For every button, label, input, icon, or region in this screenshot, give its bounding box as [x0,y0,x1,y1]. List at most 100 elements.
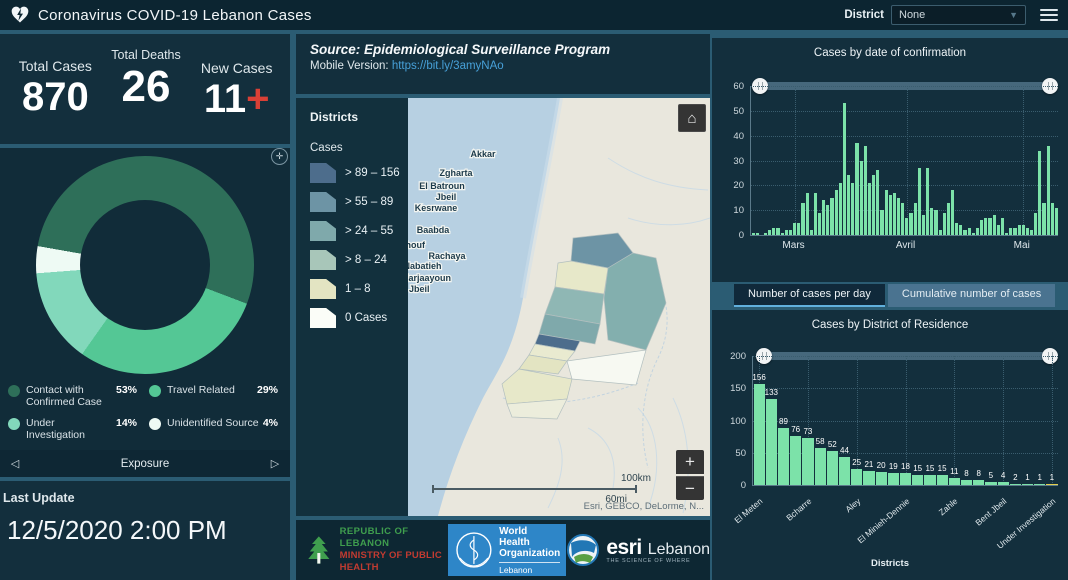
bar[interactable] [818,212,822,235]
bar[interactable] [951,190,955,235]
bar[interactable] [912,475,924,485]
bar[interactable] [830,197,834,235]
bar[interactable] [772,227,776,235]
menu-icon[interactable] [1040,9,1058,21]
bar[interactable] [899,473,912,485]
tab-cases-per-day[interactable]: Number of cases per day [734,284,885,307]
mobile-version-link[interactable]: https://bit.ly/3amyNAo [391,60,504,72]
bar[interactable] [901,202,905,235]
bar[interactable] [975,227,980,235]
bar[interactable] [1005,232,1009,235]
bar[interactable] [1042,202,1046,235]
bar[interactable] [776,227,780,235]
bar[interactable] [1017,225,1021,235]
bar[interactable] [788,230,793,235]
bar[interactable] [793,222,797,235]
bar[interactable] [1034,212,1038,235]
chevron-left-icon[interactable]: ◁ [10,458,20,470]
bar[interactable] [1021,484,1034,485]
bar[interactable] [888,195,892,235]
bar[interactable] [851,182,855,235]
bar[interactable] [880,210,884,235]
bar[interactable] [851,468,863,485]
bar[interactable] [913,202,917,235]
bar[interactable] [1029,230,1034,235]
legend-item[interactable]: Unidentified Source 4% [147,417,284,441]
bar[interactable] [909,212,913,235]
bar[interactable] [1054,207,1059,235]
bar[interactable] [980,220,984,235]
bar[interactable] [863,145,867,235]
bar[interactable] [926,167,930,235]
bar[interactable] [1000,217,1005,235]
bar[interactable] [948,477,960,485]
bar[interactable] [942,212,946,235]
bar[interactable] [971,232,975,235]
bar[interactable] [838,182,842,235]
bar[interactable] [763,232,768,235]
bar[interactable] [896,197,901,235]
bar[interactable] [938,230,942,235]
bar[interactable] [755,232,759,235]
bar[interactable] [946,202,950,235]
bar[interactable] [924,475,936,485]
bar[interactable] [802,437,814,485]
bar[interactable] [973,479,985,485]
bar[interactable] [826,451,838,485]
bar[interactable] [872,175,876,235]
bar[interactable] [988,217,992,235]
bar[interactable] [963,230,967,235]
bar[interactable] [855,143,859,235]
bar[interactable] [996,225,1000,235]
bar[interactable] [967,227,971,235]
bar[interactable] [955,222,959,235]
bar[interactable] [797,222,801,235]
bar[interactable] [765,399,777,485]
bar[interactable] [1046,484,1058,485]
bar[interactable] [859,160,863,235]
bar[interactable] [930,207,934,235]
zoom-out-button[interactable]: − [676,476,704,500]
bar[interactable] [960,479,973,485]
exposure-donut-chart[interactable] [36,156,254,374]
bar[interactable] [985,481,997,485]
bar[interactable] [1038,150,1042,235]
bar[interactable] [1021,225,1025,235]
bar[interactable] [867,182,872,235]
bar[interactable] [863,471,875,485]
bar[interactable] [768,230,772,235]
bar[interactable] [813,192,817,235]
bar[interactable] [777,427,790,485]
bar[interactable] [997,482,1009,485]
bar[interactable] [875,472,887,485]
tab-cumulative-cases[interactable]: Cumulative number of cases [887,284,1056,307]
bar[interactable] [905,217,909,235]
legend-item[interactable]: Under Investigation 14% [6,417,143,441]
bar[interactable] [753,384,765,485]
bar[interactable] [790,435,802,485]
legend-item[interactable]: Contact with Confirmed Case 53% [6,384,143,408]
bar[interactable] [984,217,988,235]
bar[interactable] [917,167,921,235]
bar[interactable] [1046,145,1050,235]
legend-item[interactable]: Travel Related 29% [147,384,284,408]
bar[interactable] [1013,227,1017,235]
bar[interactable] [884,190,888,235]
bar[interactable] [934,210,938,235]
bar[interactable] [1025,227,1029,235]
bar[interactable] [834,190,838,235]
bar[interactable] [809,230,813,235]
bar[interactable] [751,232,755,235]
bar[interactable] [936,475,948,485]
bar[interactable] [1009,483,1021,485]
bar[interactable] [842,103,847,235]
bar[interactable] [784,230,788,235]
bar[interactable] [876,170,880,235]
bar[interactable] [1009,227,1013,235]
district-select[interactable]: None ▼ [891,5,1026,25]
bar[interactable] [826,205,830,235]
bar[interactable] [992,215,996,235]
map[interactable]: Akkar Zgharta El Batroun Jbeil Kesrwane Baabd… [408,98,710,516]
zoom-in-button[interactable]: + [676,450,704,474]
bar[interactable] [780,232,784,235]
